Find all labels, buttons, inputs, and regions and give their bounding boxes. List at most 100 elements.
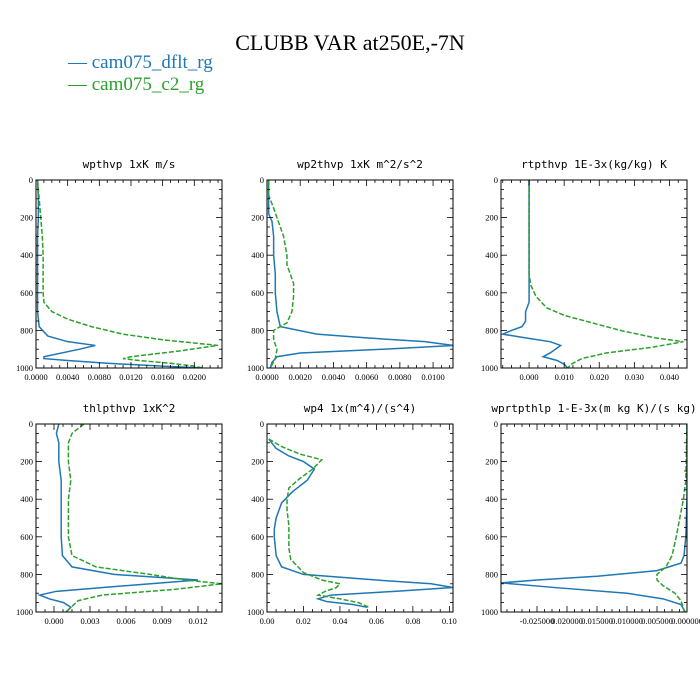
y-tick-label: 1000 <box>16 363 33 373</box>
y-tick-label: 0 <box>260 175 264 185</box>
x-tick-label: 0.0020 <box>289 372 312 382</box>
panel-5: wp4 1x(m^4)/(s^4) 0 200 400 600 800 10000.00 0.… <box>247 402 457 626</box>
x-tick-label: 0.015000 <box>581 616 613 626</box>
panel-6: wprtpthlp 1-E-3x(m kg K)/(s kg) 0 200 400 60… <box>481 402 700 626</box>
plot-frame <box>266 179 454 369</box>
x-tick-label: 0.00 <box>260 616 275 626</box>
y-tick-label: 200 <box>251 457 264 467</box>
x-tick-label: 0.009 <box>152 616 171 626</box>
y-tick-label: 1000 <box>16 607 33 617</box>
x-tick-label: 0.04 <box>333 616 349 626</box>
x-tick-label: 0.010 <box>555 372 574 382</box>
y-tick-label: 0 <box>494 419 498 429</box>
y-tick-label: 800 <box>251 569 264 579</box>
y-tick-label: 800 <box>20 325 33 335</box>
series-line-cam075_dflt_rg <box>267 180 453 368</box>
panel-2: wp2thvp 1xK m^2/s^2020040060080010000.00… <box>247 158 454 382</box>
x-tick-label: 0.08 <box>405 616 420 626</box>
panel-title: wp2thvp 1xK m^2/s^2 <box>297 158 423 171</box>
legend-entry-c2: — cam075_c2_rg <box>67 74 205 95</box>
series-line-cam075_c2_rg <box>268 438 370 608</box>
x-tick-label: 0.0040 <box>56 372 79 382</box>
x-tick-label: 0.06 <box>369 616 384 626</box>
x-tick-label: 0.0000 <box>255 372 278 382</box>
panel-4: thlpthvp 1xK^2 0 200 400 600 800 1000 0.000 0.00… <box>16 402 223 626</box>
x-tick-label: 0.02 <box>296 616 311 626</box>
series-line-cam075_c2_rg <box>528 180 684 368</box>
y-tick-label: 400 <box>20 494 33 504</box>
x-tick-label: 0.0060 <box>355 372 378 382</box>
x-tick-label: 0.0120 <box>119 372 142 382</box>
y-tick-label: 800 <box>251 325 264 335</box>
panel-title: wp4 1x(m^4)/(s^4) <box>304 402 417 415</box>
x-tick-label: 0.006 <box>116 616 135 626</box>
figure-title: CLUBB VAR at250E,-7N <box>235 30 465 55</box>
x-tick-label: 0.012 <box>188 616 207 626</box>
panel-1: wpthvp 1xK m/s 0 200 400 600 800 10000.0000 0.0… <box>16 158 223 382</box>
x-tick-label: 0.10 <box>442 616 457 626</box>
legend-entry-dflt: — cam075_dflt_rg <box>67 52 213 73</box>
y-tick-label: 0 <box>29 175 33 185</box>
panel-title: wpthvp 1xK m/s <box>83 158 176 171</box>
y-tick-label: 400 <box>485 250 498 260</box>
y-tick-label: 600 <box>20 288 33 298</box>
y-tick-label: 400 <box>485 494 498 504</box>
series-line-cam075_c2_rg <box>267 180 295 368</box>
y-tick-label: 200 <box>485 457 498 467</box>
y-tick-label: 200 <box>20 213 33 223</box>
y-tick-label: 1000 <box>481 607 498 617</box>
y-tick-label: 400 <box>251 250 264 260</box>
x-tick-label: 0.003 <box>80 616 99 626</box>
y-tick-label: 200 <box>485 213 498 223</box>
x-tick-label: 0.020000 <box>551 616 583 626</box>
x-tick-label: 0.0040 <box>322 372 345 382</box>
y-tick-label: 200 <box>20 457 33 467</box>
x-tick-label: 0.0100 <box>421 372 444 382</box>
panel-title: thlpthvp 1xK^2 <box>83 402 176 415</box>
x-tick-label: 0.040 <box>660 372 679 382</box>
x-tick-label: 0.000000 <box>671 616 700 626</box>
x-tick-label: 0.0080 <box>388 372 411 382</box>
x-tick-label: 0.020 <box>590 372 609 382</box>
x-tick-label: -0.025000 <box>520 616 555 626</box>
plot-frame <box>35 179 223 369</box>
panel-title: wprtpthlp 1-E-3x(m kg K)/(s kg) <box>491 402 696 415</box>
y-tick-label: 0 <box>494 175 498 185</box>
y-tick-label: 1000 <box>247 607 264 617</box>
x-tick-label: 0.0160 <box>151 372 174 382</box>
series-line-cam075_c2_rg <box>36 180 219 368</box>
y-tick-label: 0 <box>29 419 33 429</box>
y-tick-label: 1000 <box>247 363 264 373</box>
plot-frame <box>35 423 223 613</box>
x-tick-label: 0.010000 <box>611 616 643 626</box>
x-tick-label: 0.000 <box>44 616 63 626</box>
series-line-cam075_dflt_rg <box>268 438 453 609</box>
x-tick-label: 0.000 <box>520 372 539 382</box>
series-line-cam075_c2_rg <box>656 424 687 612</box>
y-tick-label: 400 <box>251 494 264 504</box>
y-tick-label: 600 <box>251 532 264 542</box>
y-tick-label: 800 <box>485 569 498 579</box>
y-tick-label: 600 <box>485 288 498 298</box>
y-tick-label: 800 <box>20 569 33 579</box>
plot-frame <box>500 423 688 613</box>
y-tick-label: 800 <box>485 325 498 335</box>
series-line-cam075_dflt_rg <box>36 180 203 368</box>
panel-3: rtpthvp 1E-3x(kg/kg) K 0 200 400 600 800 1000 0… <box>481 158 688 382</box>
series-line-cam075_c2_rg <box>65 424 222 612</box>
series-line-cam075_dflt_rg <box>37 424 199 612</box>
x-tick-label: 0.0080 <box>88 372 111 382</box>
series-line-cam075_dflt_rg <box>501 180 569 368</box>
y-tick-label: 600 <box>485 532 498 542</box>
y-tick-label: 400 <box>20 250 33 260</box>
series-line-cam075_dflt_rg <box>501 424 687 612</box>
x-tick-label: 0.0200 <box>183 372 206 382</box>
y-tick-label: 0 <box>260 419 264 429</box>
y-tick-label: 600 <box>251 288 264 298</box>
panel-title: rtpthvp 1E-3x(kg/kg) K <box>521 158 667 171</box>
y-tick-label: 200 <box>251 213 264 223</box>
y-tick-label: 1000 <box>481 363 498 373</box>
x-tick-label: 0.030 <box>625 372 644 382</box>
